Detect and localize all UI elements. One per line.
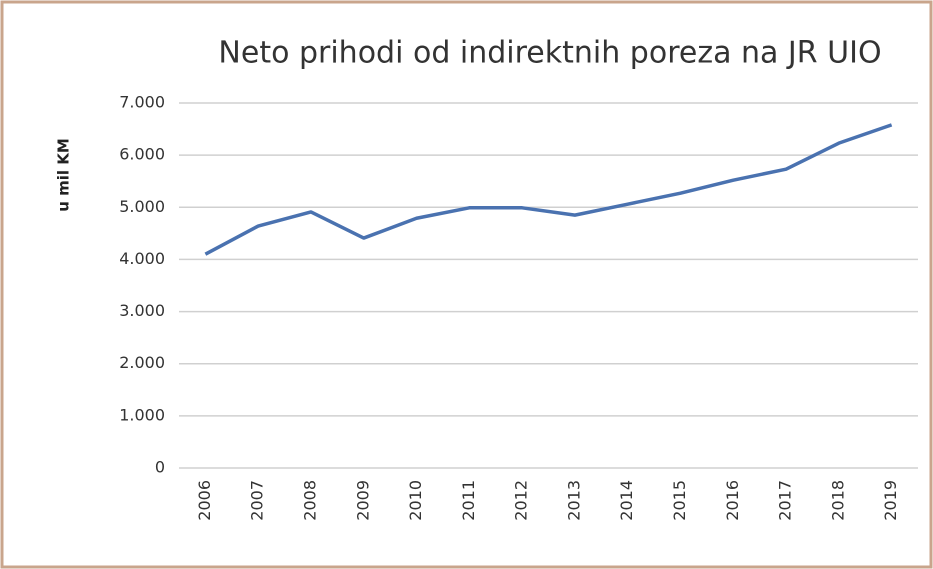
x-tick-label: 2007	[248, 480, 267, 521]
x-tick-label: 2018	[828, 480, 847, 521]
y-tick-label: 1.000	[119, 405, 165, 424]
x-tick-label: 2010	[406, 480, 425, 521]
y-tick-label: 3.000	[119, 301, 165, 320]
x-tick-label: 2012	[512, 480, 531, 521]
y-tick-label: 7.000	[119, 93, 165, 112]
y-tick-label: 0	[155, 458, 165, 477]
x-tick-label: 2008	[300, 480, 319, 521]
x-tick-label: 2011	[459, 480, 478, 521]
x-tick-label: 2006	[195, 480, 214, 521]
chart-title: Neto prihodi od indirektnih poreza na JR…	[218, 36, 881, 71]
x-tick-label: 2019	[881, 480, 900, 521]
y-tick-label: 5.000	[119, 197, 165, 216]
y-tick-label: 2.000	[119, 353, 165, 372]
x-tick-label: 2014	[617, 480, 636, 521]
x-tick-label: 2015	[670, 480, 689, 521]
x-tick-label: 2009	[353, 480, 372, 521]
line-series	[204, 123, 893, 256]
x-tick-label: 2016	[723, 480, 742, 521]
x-tick-label: 2017	[776, 480, 795, 521]
y-tick-label: 6.000	[119, 145, 165, 164]
y-tick-label: 4.000	[119, 249, 165, 268]
x-tick-label: 2013	[564, 480, 583, 521]
y-axis-label: u mil KM	[55, 138, 73, 212]
